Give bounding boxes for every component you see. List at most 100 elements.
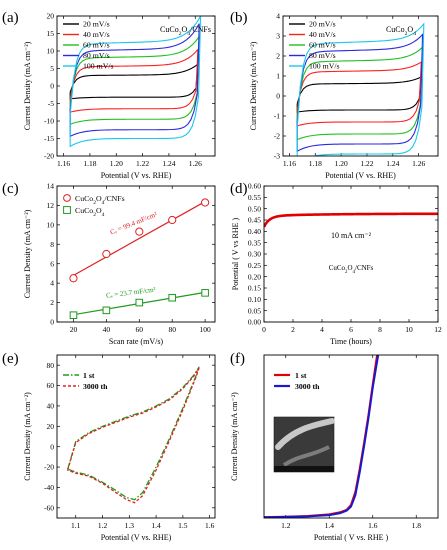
- cv-cycle: [67, 367, 200, 504]
- plot-area: [296, 22, 425, 156]
- panel-annotation-2: CuCo2O4/CNFs: [329, 264, 374, 275]
- plot-area: [69, 198, 210, 319]
- inset-scalebar-strip: [274, 466, 334, 472]
- y-axis-label: Potential ( V vs RHE ): [231, 217, 240, 290]
- plot-frame: [263, 185, 439, 323]
- y-tick-label: 6: [50, 259, 54, 268]
- y-tick-label: 0: [276, 92, 280, 101]
- legend-label: 20 mV/s: [309, 20, 336, 29]
- x-tick-label: 1.20: [335, 159, 348, 168]
- plot-frame: [56, 15, 216, 157]
- x-axis-label: Potential (V vs. RHE): [101, 533, 172, 542]
- data-point: [135, 298, 144, 307]
- panel-label-b: (b): [230, 10, 248, 26]
- y-tick-label: 10: [47, 47, 55, 56]
- x-tick-label: 1.18: [83, 159, 96, 168]
- data-point: [201, 198, 210, 207]
- panel-label-a: (a): [2, 10, 19, 26]
- y-tick-label: -60: [44, 503, 54, 512]
- data-point: [102, 249, 111, 259]
- x-axis-label: Scan rate (mV/s): [109, 337, 164, 346]
- plot-frame: [282, 15, 439, 157]
- x-tick-label: 1.5: [178, 521, 188, 530]
- panel-annotation: CuCo2O4: [386, 25, 416, 37]
- data-point: [102, 306, 111, 315]
- stability-curve: [264, 212, 438, 228]
- y-axis-label: Current Density (mA cm⁻²): [23, 209, 32, 298]
- panel-annotation: 10 mA cm⁻²: [331, 231, 372, 240]
- x-tick-label: 1.3: [125, 521, 135, 530]
- x-tick-label: 6: [349, 325, 353, 334]
- cv-loop-80mVs: [69, 23, 200, 138]
- x-tick-label: 4: [320, 325, 324, 334]
- legend-label: 3000 th: [295, 382, 320, 391]
- legend-label: CuCo2O4/CNFs: [75, 194, 125, 206]
- y-tick-label: 0: [50, 318, 54, 327]
- data-point: [69, 311, 78, 319]
- y-tick-label: 12: [47, 201, 55, 210]
- y-axis-label: Current Density (mA cm⁻²): [249, 41, 258, 130]
- panel-f: 1.2 1.4 1.6 1.8 Potential ( V vs. RHE ) Curre…: [230, 354, 439, 542]
- y-tick-label: 2: [50, 298, 54, 307]
- x-tick-label: 60: [136, 325, 144, 334]
- panel-label-c: (c): [2, 181, 19, 197]
- y-tick-label: 60: [47, 381, 55, 390]
- legend-label: 80 mV/s: [83, 51, 110, 60]
- y-tick-label: 0.15: [248, 284, 261, 293]
- y-tick-label: 4: [50, 279, 54, 288]
- cv-loop-100mVs: [296, 22, 425, 156]
- panel-d: 0 2 4 6 8 10 12 0.00 0.05 0.10 0.15 0.20 0.25 0.30 0.3…: [231, 182, 442, 346]
- legend-marker: [63, 206, 71, 214]
- y-tick-label: -1: [274, 112, 280, 121]
- y-tick-label: -20: [44, 152, 54, 161]
- cv-loop-40mVs: [69, 47, 199, 113]
- legend-label: 100 mV/s: [309, 62, 340, 71]
- panel-label-f: (f): [230, 351, 245, 367]
- plot-area: [264, 355, 380, 518]
- panel-label-e: (e): [2, 351, 19, 367]
- x-tick-label: 2: [291, 325, 295, 334]
- x-tick-label: 1.2: [98, 521, 108, 530]
- plot-frame: [56, 185, 216, 323]
- x-tick-label: 1.26: [189, 159, 202, 168]
- y-tick-label: 10: [47, 220, 55, 229]
- y-tick-label: -3: [274, 152, 280, 161]
- x-tick-label: 1.22: [360, 159, 373, 168]
- plot-area: [67, 366, 200, 504]
- legend-label: 40 mV/s: [83, 30, 110, 39]
- y-tick-label: 0: [50, 82, 54, 91]
- x-tick-label: 1.16: [57, 159, 70, 168]
- panel-e: 1.1 1.2 1.3 1.4 1.5 1.6 -60 -40 -20 0 20 40 60 80 Pote…: [23, 354, 216, 542]
- y-tick-label: 1: [276, 72, 280, 81]
- x-axis-label: Potential (V vs. RHE): [101, 171, 172, 180]
- y-axis-label: Current Density (mA cm⁻²): [230, 392, 239, 481]
- y-tick-label: 2: [276, 52, 280, 61]
- y-tick-label: 40: [47, 402, 55, 411]
- y-tick-label: -20: [44, 463, 54, 472]
- x-tick-label: 1.22: [136, 159, 149, 168]
- x-tick-label: 100: [200, 325, 212, 334]
- panel-label-d: (d): [230, 181, 248, 197]
- legend-marker: [63, 194, 71, 202]
- cv-loop-40mVs: [296, 61, 422, 127]
- y-tick-label: 0.10: [248, 295, 261, 304]
- x-tick-label: 0: [262, 325, 266, 334]
- x-tick-label: 1.6: [368, 521, 378, 530]
- legend-label: 3000 th: [83, 382, 108, 391]
- cv-loop-80mVs: [296, 33, 424, 153]
- y-tick-label: 0.20: [248, 272, 261, 281]
- y-tick-label: 20: [47, 422, 55, 431]
- data-point: [168, 215, 177, 225]
- x-tick-label: 1.26: [412, 159, 425, 168]
- x-tick-label: 1.4: [151, 521, 161, 530]
- y-tick-label: -15: [44, 134, 54, 143]
- x-axis-label: Potential (V vs. RHE): [325, 171, 396, 180]
- x-tick-label: 1.20: [110, 159, 123, 168]
- fit-label: Cₑ = 23.7 mF/cm²: [106, 286, 156, 300]
- panel-annotation: CuCo2O4/CNFs: [160, 25, 211, 37]
- y-tick-label: -40: [44, 483, 54, 492]
- legend-label: CuCo2O4: [75, 206, 105, 218]
- inset-fiber: [275, 418, 335, 450]
- data-point: [135, 227, 144, 236]
